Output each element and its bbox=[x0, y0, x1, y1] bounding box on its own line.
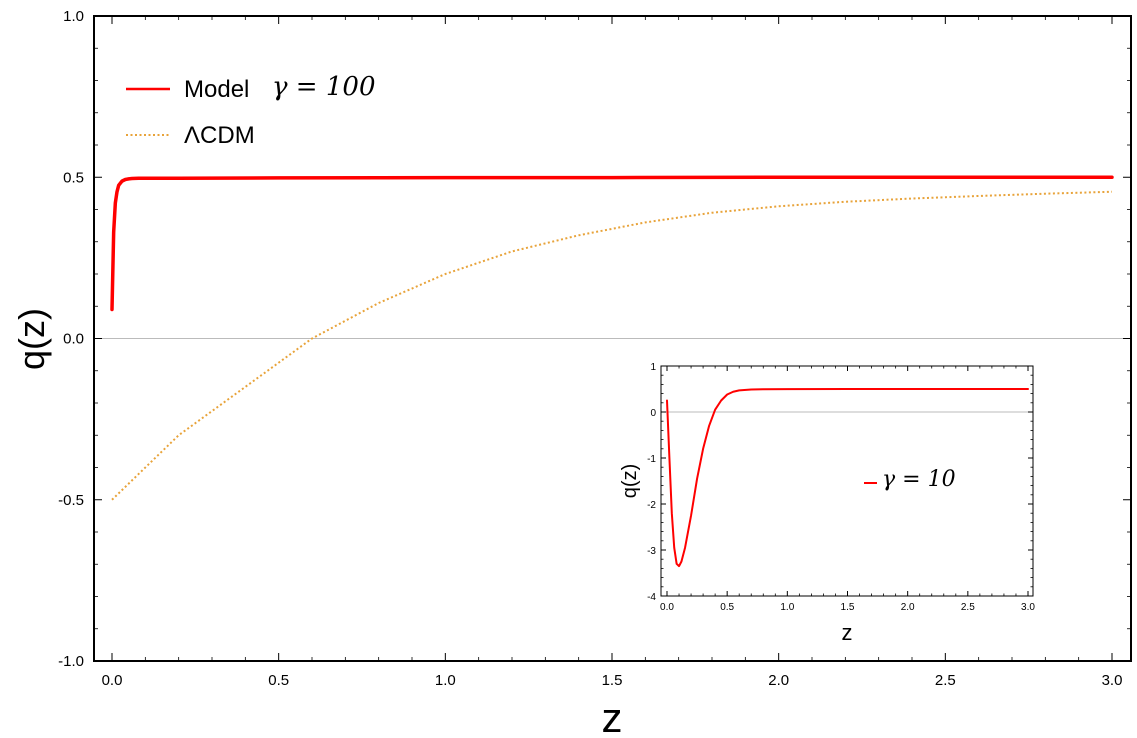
inset-y-tick-label: -3 bbox=[647, 546, 656, 557]
inset-series-line-0 bbox=[666, 388, 1029, 568]
x-tick-label: 0.5 bbox=[268, 672, 289, 689]
legend-label-model: Model bbox=[184, 76, 249, 103]
x-tick-label: 0.0 bbox=[102, 672, 123, 689]
inset-y-tick-label: -1 bbox=[647, 454, 656, 465]
inset-y-tick-label: 1 bbox=[650, 362, 656, 373]
inset-x-tick-label: 3.0 bbox=[1021, 602, 1035, 613]
inset-y-axis-title: q(z) bbox=[619, 464, 641, 498]
inset-legend-math: γ = 10 bbox=[882, 467, 956, 492]
series-line-0 bbox=[110, 175, 1114, 312]
legend-math-model: γ = 100 bbox=[272, 72, 375, 102]
inset-x-axis-title: z bbox=[842, 620, 853, 645]
legend: Model γ = 100 ΛCDM bbox=[126, 72, 375, 149]
y-tick-label: 0.0 bbox=[63, 331, 84, 348]
legend-label-lcdm: ΛCDM bbox=[184, 122, 255, 149]
inset-background bbox=[661, 366, 1033, 596]
series-line-1 bbox=[111, 190, 1113, 501]
y-tick-label: 1.0 bbox=[63, 8, 84, 25]
x-tick-label: 1.0 bbox=[435, 672, 456, 689]
x-tick-label: 1.5 bbox=[602, 672, 623, 689]
inset-x-tick-label: 0.0 bbox=[660, 602, 674, 613]
inset-x-tick-label: 0.5 bbox=[720, 602, 734, 613]
inset-chart: 0.0 0.5 1.0 1.5 2.0 2.5 3.0 1 0 -1 -2 -3 -4 q(z) z γ… bbox=[619, 362, 1035, 645]
inset-x-tick-label: 1.0 bbox=[780, 602, 794, 613]
x-axis-title: z bbox=[602, 694, 623, 738]
inset-x-tick-label: 2.0 bbox=[901, 602, 915, 613]
inset-y-tick-label: 0 bbox=[650, 408, 656, 419]
x-tick-label: 2.0 bbox=[768, 672, 789, 689]
y-tick-label: 0.5 bbox=[63, 169, 84, 186]
y-tick-label: -1.0 bbox=[58, 653, 84, 670]
inset-y-tick-label: -4 bbox=[647, 592, 656, 603]
x-tick-label: 3.0 bbox=[1102, 672, 1123, 689]
y-axis-title: q(z) bbox=[11, 308, 52, 370]
x-tick-label: 2.5 bbox=[935, 672, 956, 689]
inset-y-tick-label: -2 bbox=[647, 500, 656, 511]
inset-x-tick-label: 2.5 bbox=[961, 602, 975, 613]
y-tick-label: -0.5 bbox=[58, 492, 84, 509]
inset-x-tick-label: 1.5 bbox=[841, 602, 855, 613]
